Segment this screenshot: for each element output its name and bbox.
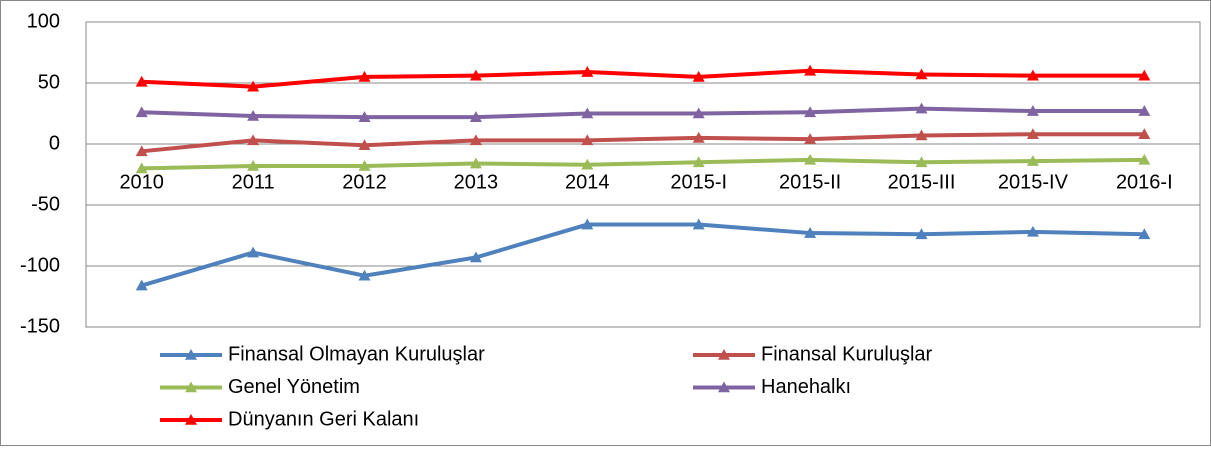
marker	[1138, 153, 1151, 165]
marker	[247, 159, 260, 171]
x-tick-label: 2012	[342, 171, 387, 193]
marker	[247, 134, 260, 146]
marker	[1026, 155, 1039, 166]
marker	[915, 228, 928, 240]
marker	[581, 158, 594, 170]
marker	[469, 251, 482, 263]
marker	[135, 106, 148, 118]
x-tick-label: 2015-III	[888, 171, 956, 193]
marker	[804, 153, 817, 165]
marker	[1138, 69, 1151, 81]
marker	[135, 279, 148, 291]
marker	[135, 75, 148, 87]
marker	[1138, 228, 1151, 240]
series-line	[141, 106, 1145, 120]
marker	[247, 80, 260, 92]
x-tick-label: 2014	[565, 171, 610, 193]
marker	[581, 218, 594, 230]
marker	[915, 102, 928, 114]
marker	[469, 157, 482, 169]
marker	[358, 159, 371, 171]
marker	[469, 69, 482, 81]
marker	[804, 133, 817, 144]
series-line	[141, 68, 1145, 89]
marker	[915, 156, 928, 168]
legend-marker	[185, 349, 197, 360]
x-tick-label: 2013	[454, 171, 499, 193]
marker	[581, 66, 594, 77]
y-tick-label: -50	[31, 193, 60, 215]
marker	[247, 109, 260, 121]
marker	[1138, 105, 1151, 116]
marker	[581, 134, 594, 146]
marker	[358, 269, 371, 281]
legend-marker	[185, 381, 197, 393]
marker	[1026, 69, 1039, 81]
marker	[1026, 128, 1039, 140]
y-tick-label: 0	[49, 132, 60, 154]
legend-label: Dünyanın Geri Kalanı	[228, 408, 419, 430]
marker	[804, 64, 817, 76]
x-tick-label: 2010	[119, 171, 164, 193]
marker	[247, 246, 260, 258]
marker	[1026, 225, 1039, 237]
series-line	[141, 132, 1145, 154]
marker	[804, 106, 817, 118]
marker	[692, 107, 705, 119]
marker	[469, 134, 482, 146]
legend-label: Hanehalkı	[761, 376, 851, 398]
marker	[804, 227, 817, 238]
marker	[915, 129, 928, 141]
x-tick-label: 2015-I	[670, 171, 727, 193]
marker	[358, 111, 371, 122]
marker	[581, 107, 594, 119]
series-line	[141, 222, 1145, 288]
marker	[358, 70, 371, 82]
y-tick-label: -150	[20, 315, 60, 337]
y-tick-label: 50	[38, 71, 60, 93]
legend-marker	[718, 381, 730, 393]
marker	[915, 68, 928, 80]
marker	[135, 162, 148, 174]
marker	[469, 111, 482, 122]
legend-marker	[185, 414, 197, 425]
marker	[692, 70, 705, 82]
marker	[1138, 128, 1151, 140]
x-tick-label: 2011	[232, 171, 275, 193]
marker	[692, 156, 705, 168]
x-tick-label: 2016-I	[1116, 171, 1173, 193]
x-tick-label: 2015-II	[779, 171, 841, 193]
marker	[358, 139, 371, 151]
legend-label: Genel Yönetim	[228, 376, 360, 398]
marker	[1026, 105, 1039, 116]
legend-marker	[718, 349, 730, 360]
marker	[135, 145, 148, 157]
marker	[692, 218, 705, 230]
legend-label: Finansal Olmayan Kuruluşlar	[228, 343, 485, 365]
y-tick-label: -100	[20, 254, 60, 276]
y-tick-label: 100	[27, 10, 60, 32]
x-tick-label: 2015-IV	[998, 171, 1069, 193]
marker	[692, 131, 705, 143]
legend-label: Finansal Kuruluşlar	[761, 343, 933, 365]
series-line	[141, 157, 1145, 171]
